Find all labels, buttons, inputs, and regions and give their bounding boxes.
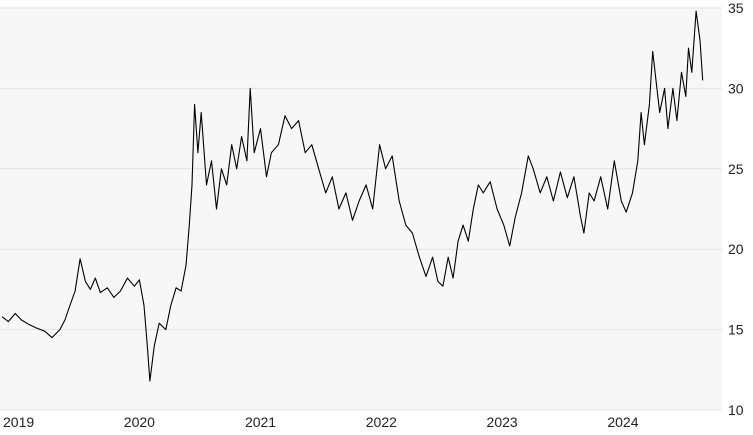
gridlines xyxy=(0,7,722,411)
y-tick-label: 20 xyxy=(728,241,744,257)
y-tick-label: 30 xyxy=(728,80,744,96)
y-axis: 10 15 20 25 30 35 xyxy=(728,0,744,418)
y-tick-label: 15 xyxy=(728,322,744,338)
x-tick-label: 2021 xyxy=(245,414,276,430)
x-tick-label: 2019 xyxy=(3,414,34,430)
x-tick-label: 2024 xyxy=(607,414,638,430)
price-line xyxy=(1,10,704,382)
x-tick-label: 2023 xyxy=(487,414,518,430)
y-tick-label: 10 xyxy=(728,402,744,418)
x-axis: 2019 2020 2021 2022 2023 2024 xyxy=(3,414,639,430)
y-tick-label: 35 xyxy=(728,0,744,16)
plot-background xyxy=(0,8,722,410)
y-tick-label: 25 xyxy=(728,161,744,177)
x-tick-label: 2020 xyxy=(124,414,155,430)
x-tick-label: 2022 xyxy=(366,414,397,430)
